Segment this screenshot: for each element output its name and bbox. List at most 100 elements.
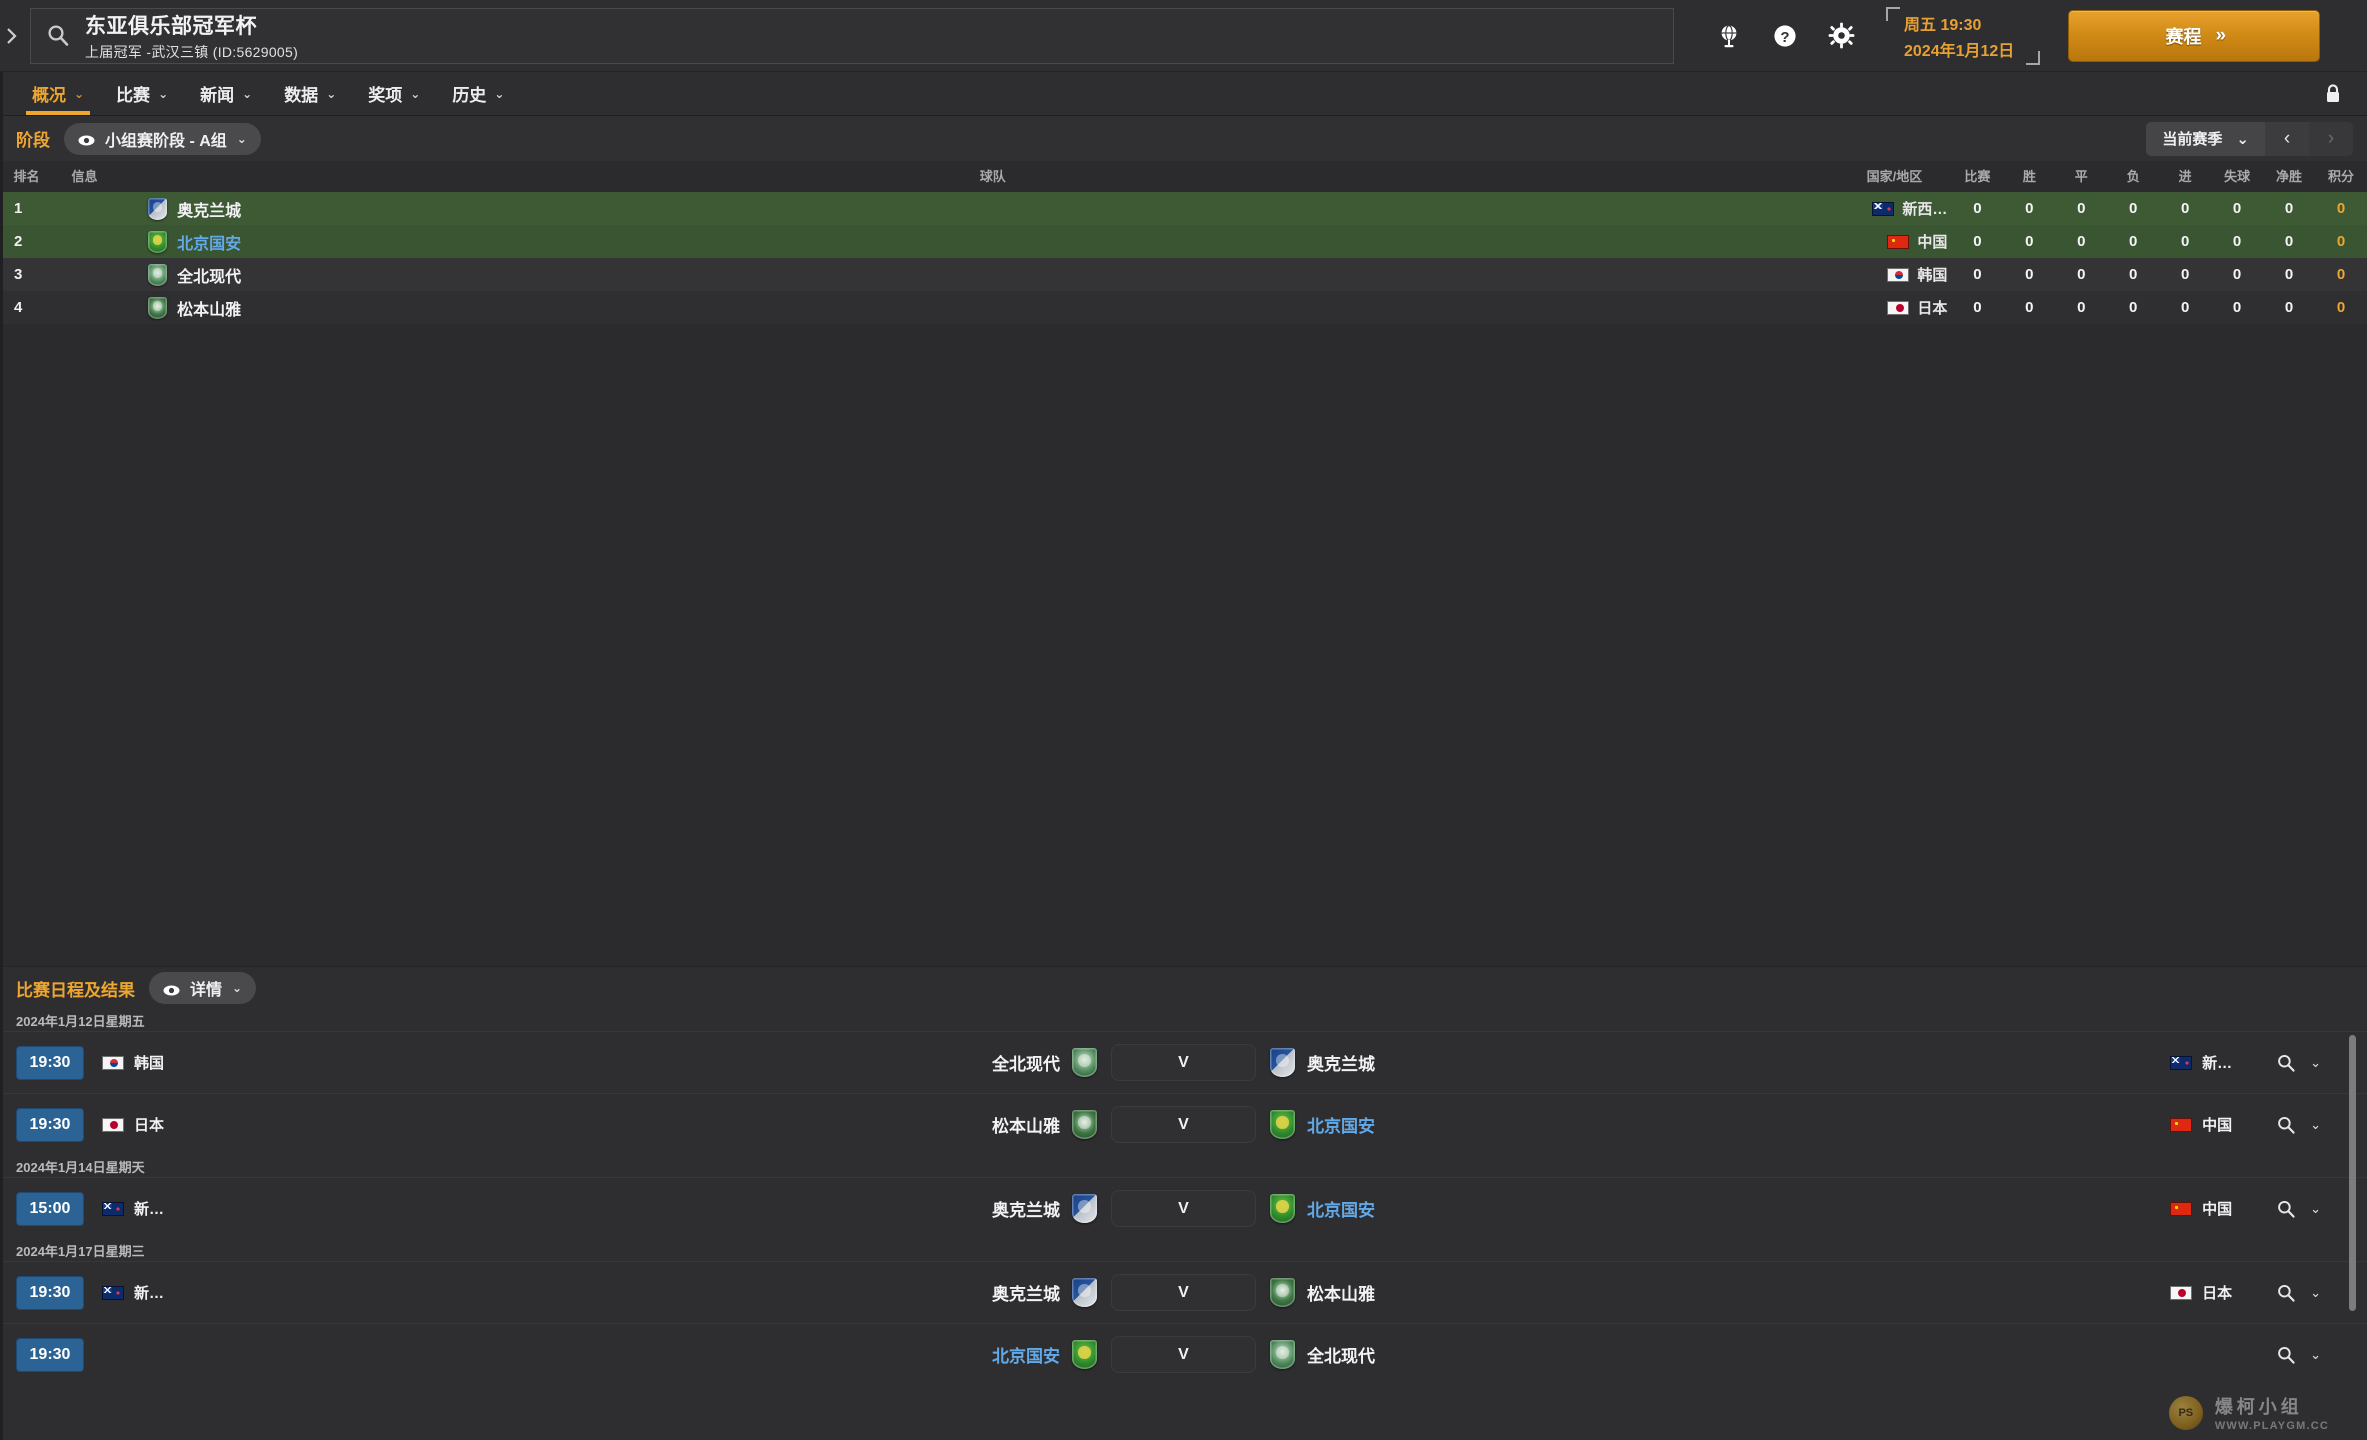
away-team[interactable]: 北京国安 — [1270, 1110, 1485, 1139]
search-icon[interactable] — [2276, 1199, 2296, 1219]
chevron-down-icon[interactable]: ⌄ — [2310, 1054, 2321, 1070]
search-icon[interactable] — [2276, 1345, 2296, 1365]
season-prev-button[interactable]: ‹ — [2265, 121, 2309, 156]
column-header-won[interactable]: 胜 — [2003, 161, 2056, 192]
fixtures-detail-selector[interactable]: 详情 ⌄ — [149, 972, 257, 1004]
row-team-cell[interactable]: 松本山雅 — [116, 291, 1837, 324]
chevron-down-icon: ⌄ — [236, 131, 247, 146]
gear-icon[interactable] — [1826, 21, 1856, 51]
stage-selector[interactable]: 小组赛阶段 - A组 ⌄ — [64, 122, 261, 155]
fixtures-detail-label: 详情 — [190, 982, 223, 999]
row-rank: 4 — [14, 299, 23, 316]
lock-icon[interactable] — [2323, 72, 2367, 115]
row-info[interactable] — [53, 192, 116, 225]
home-team-name: 奥克兰城 — [992, 1201, 1060, 1220]
kickoff-time-badge[interactable]: 15:00 — [16, 1191, 84, 1226]
globe-icon[interactable] — [1714, 21, 1744, 51]
table-row[interactable]: 3 全北现代 韩国 0 0 — [0, 258, 2367, 291]
fixture-row[interactable]: 19:30 韩国 全北现代 V 奥克兰城 — [0, 1031, 2367, 1093]
score-placeholder[interactable]: V — [1111, 1336, 1256, 1373]
competition-search-box[interactable]: 东亚俱乐部冠军杯 上届冠军 -武汉三镇 (ID:5629005) — [30, 7, 1674, 64]
team-crest-icon — [148, 263, 168, 286]
score-placeholder[interactable]: V — [1111, 1044, 1256, 1081]
fixture-left: 19:30 新… — [0, 1275, 330, 1310]
row-info[interactable] — [53, 258, 116, 291]
venue-country-name: 韩国 — [134, 1055, 165, 1072]
chevron-down-icon[interactable]: ⌄ — [2310, 1116, 2321, 1132]
score-placeholder[interactable]: V — [1111, 1190, 1256, 1227]
tab-history[interactable]: 历史 ⌄ — [436, 72, 520, 115]
kickoff-time-badge[interactable]: 19:30 — [16, 1107, 84, 1142]
kickoff-time-badge[interactable]: 19:30 — [16, 1337, 84, 1372]
away-team[interactable]: 全北现代 — [1270, 1340, 1485, 1369]
kickoff-time-badge[interactable]: 19:30 — [16, 1275, 84, 1310]
search-icon[interactable] — [2276, 1115, 2296, 1135]
tab-matches[interactable]: 比赛 ⌄ — [100, 72, 184, 115]
table-row[interactable]: 1 奥克兰城 新西… 0 0 — [0, 192, 2367, 225]
chevron-down-icon[interactable]: ⌄ — [2310, 1284, 2321, 1300]
score-placeholder[interactable]: V — [1111, 1274, 1256, 1311]
column-header-country[interactable]: 国家/地区 — [1837, 161, 1952, 192]
table-row[interactable]: 2 北京国安 中国 0 0 — [0, 225, 2367, 258]
continue-button[interactable]: 赛程 » — [2068, 9, 2321, 62]
table-row[interactable]: 4 松本山雅 日本 0 0 — [0, 291, 2367, 324]
fixture-row[interactable]: 19:30 新… 奥克兰城 V 松本山雅 — [0, 1261, 2367, 1323]
away-team[interactable]: 北京国安 — [1270, 1194, 1485, 1223]
away-team-name: 北京国安 — [1307, 1201, 1375, 1220]
column-header-goal-difference[interactable]: 净胜 — [2263, 161, 2315, 192]
fixture-row[interactable]: 19:30 北京国安 V 全北现代 — [0, 1323, 2367, 1385]
double-chevron-right-icon: » — [2215, 24, 2226, 46]
away-team-name: 全北现代 — [1307, 1347, 1375, 1366]
row-goals-against: 0 — [2232, 266, 2242, 283]
fixture-right: 日本 ⌄ — [2037, 1282, 2367, 1303]
league-table-body: 1 奥克兰城 新西… 0 0 — [0, 192, 2367, 324]
row-rank: 2 — [14, 233, 23, 250]
column-header-info[interactable]: 信息 — [52, 161, 117, 192]
chevron-down-icon[interactable]: ⌄ — [2310, 1200, 2321, 1216]
help-icon[interactable]: ? — [1770, 21, 1800, 51]
home-team[interactable]: 松本山雅 — [882, 1110, 1097, 1139]
row-played: 0 — [1973, 233, 1982, 250]
column-header-team[interactable]: 球队 — [116, 161, 1838, 192]
row-team-cell[interactable]: 北京国安 — [116, 225, 1837, 258]
search-icon[interactable] — [2276, 1053, 2296, 1073]
column-header-goals-against[interactable]: 失球 — [2211, 161, 2264, 192]
kickoff-time-badge[interactable]: 19:30 — [16, 1045, 84, 1080]
column-header-rank[interactable]: 排名 — [0, 161, 53, 192]
tab-stats[interactable]: 数据 ⌄ — [268, 72, 352, 115]
season-selector[interactable]: 当前赛季 ⌄ — [2146, 121, 2265, 156]
score-placeholder[interactable]: V — [1111, 1106, 1256, 1143]
column-header-lost[interactable]: 负 — [2107, 161, 2160, 192]
tab-overview[interactable]: 概况 ⌄ — [16, 72, 100, 115]
fixture-row[interactable]: 15:00 新… 奥克兰城 V 北京国安 — [0, 1177, 2367, 1239]
tab-awards[interactable]: 奖项 ⌄ — [352, 72, 436, 115]
sidebar-expand-arrow-icon[interactable] — [0, 0, 22, 72]
fixtures-scrollbar-thumb[interactable] — [2349, 1035, 2356, 1311]
home-team[interactable]: 全北现代 — [882, 1048, 1097, 1077]
home-team[interactable]: 奥克兰城 — [882, 1278, 1097, 1307]
home-team-crest-icon — [1072, 1194, 1097, 1223]
fixture-row[interactable]: 19:30 日本 松本山雅 V 北京国安 — [0, 1093, 2367, 1155]
row-info[interactable] — [53, 225, 116, 258]
tab-news[interactable]: 新闻 ⌄ — [184, 72, 268, 115]
nav-tabs: 概况 ⌄ 比赛 ⌄ 新闻 ⌄ 数据 ⌄ 奖项 ⌄ 历史 ⌄ — [0, 72, 2367, 116]
row-info[interactable] — [53, 291, 116, 324]
away-team[interactable]: 奥克兰城 — [1270, 1048, 1485, 1077]
home-team-crest-icon — [1072, 1110, 1097, 1139]
home-team[interactable]: 北京国安 — [882, 1340, 1097, 1369]
column-header-drawn[interactable]: 平 — [2055, 161, 2108, 192]
column-header-points[interactable]: 积分 — [2314, 161, 2367, 192]
search-icon[interactable] — [2276, 1283, 2296, 1303]
column-header-goals-for[interactable]: 进 — [2159, 161, 2212, 192]
away-team[interactable]: 松本山雅 — [1270, 1278, 1485, 1307]
chevron-down-icon: ⌄ — [494, 86, 505, 101]
team-crest-icon — [148, 197, 168, 220]
row-team-cell[interactable]: 全北现代 — [116, 258, 1837, 291]
row-team-cell[interactable]: 奥克兰城 — [116, 192, 1837, 225]
chevron-down-icon[interactable]: ⌄ — [2310, 1346, 2321, 1362]
season-next-button[interactable]: › — [2309, 121, 2353, 156]
away-team-crest-icon — [1270, 1194, 1295, 1223]
column-header-played[interactable]: 比赛 — [1951, 161, 2004, 192]
home-team[interactable]: 奥克兰城 — [882, 1194, 1097, 1223]
country-flag-icon — [1887, 234, 1910, 249]
